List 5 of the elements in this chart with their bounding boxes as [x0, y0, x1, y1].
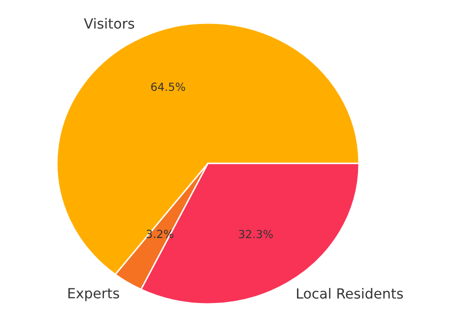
data-label: 32.3% — [238, 230, 273, 238]
slice-label: Experts — [68, 288, 120, 302]
slice-label: Visitors — [84, 18, 134, 29]
slice-label: Local Residents — [297, 288, 403, 299]
data-label: 64.5% — [151, 82, 186, 92]
